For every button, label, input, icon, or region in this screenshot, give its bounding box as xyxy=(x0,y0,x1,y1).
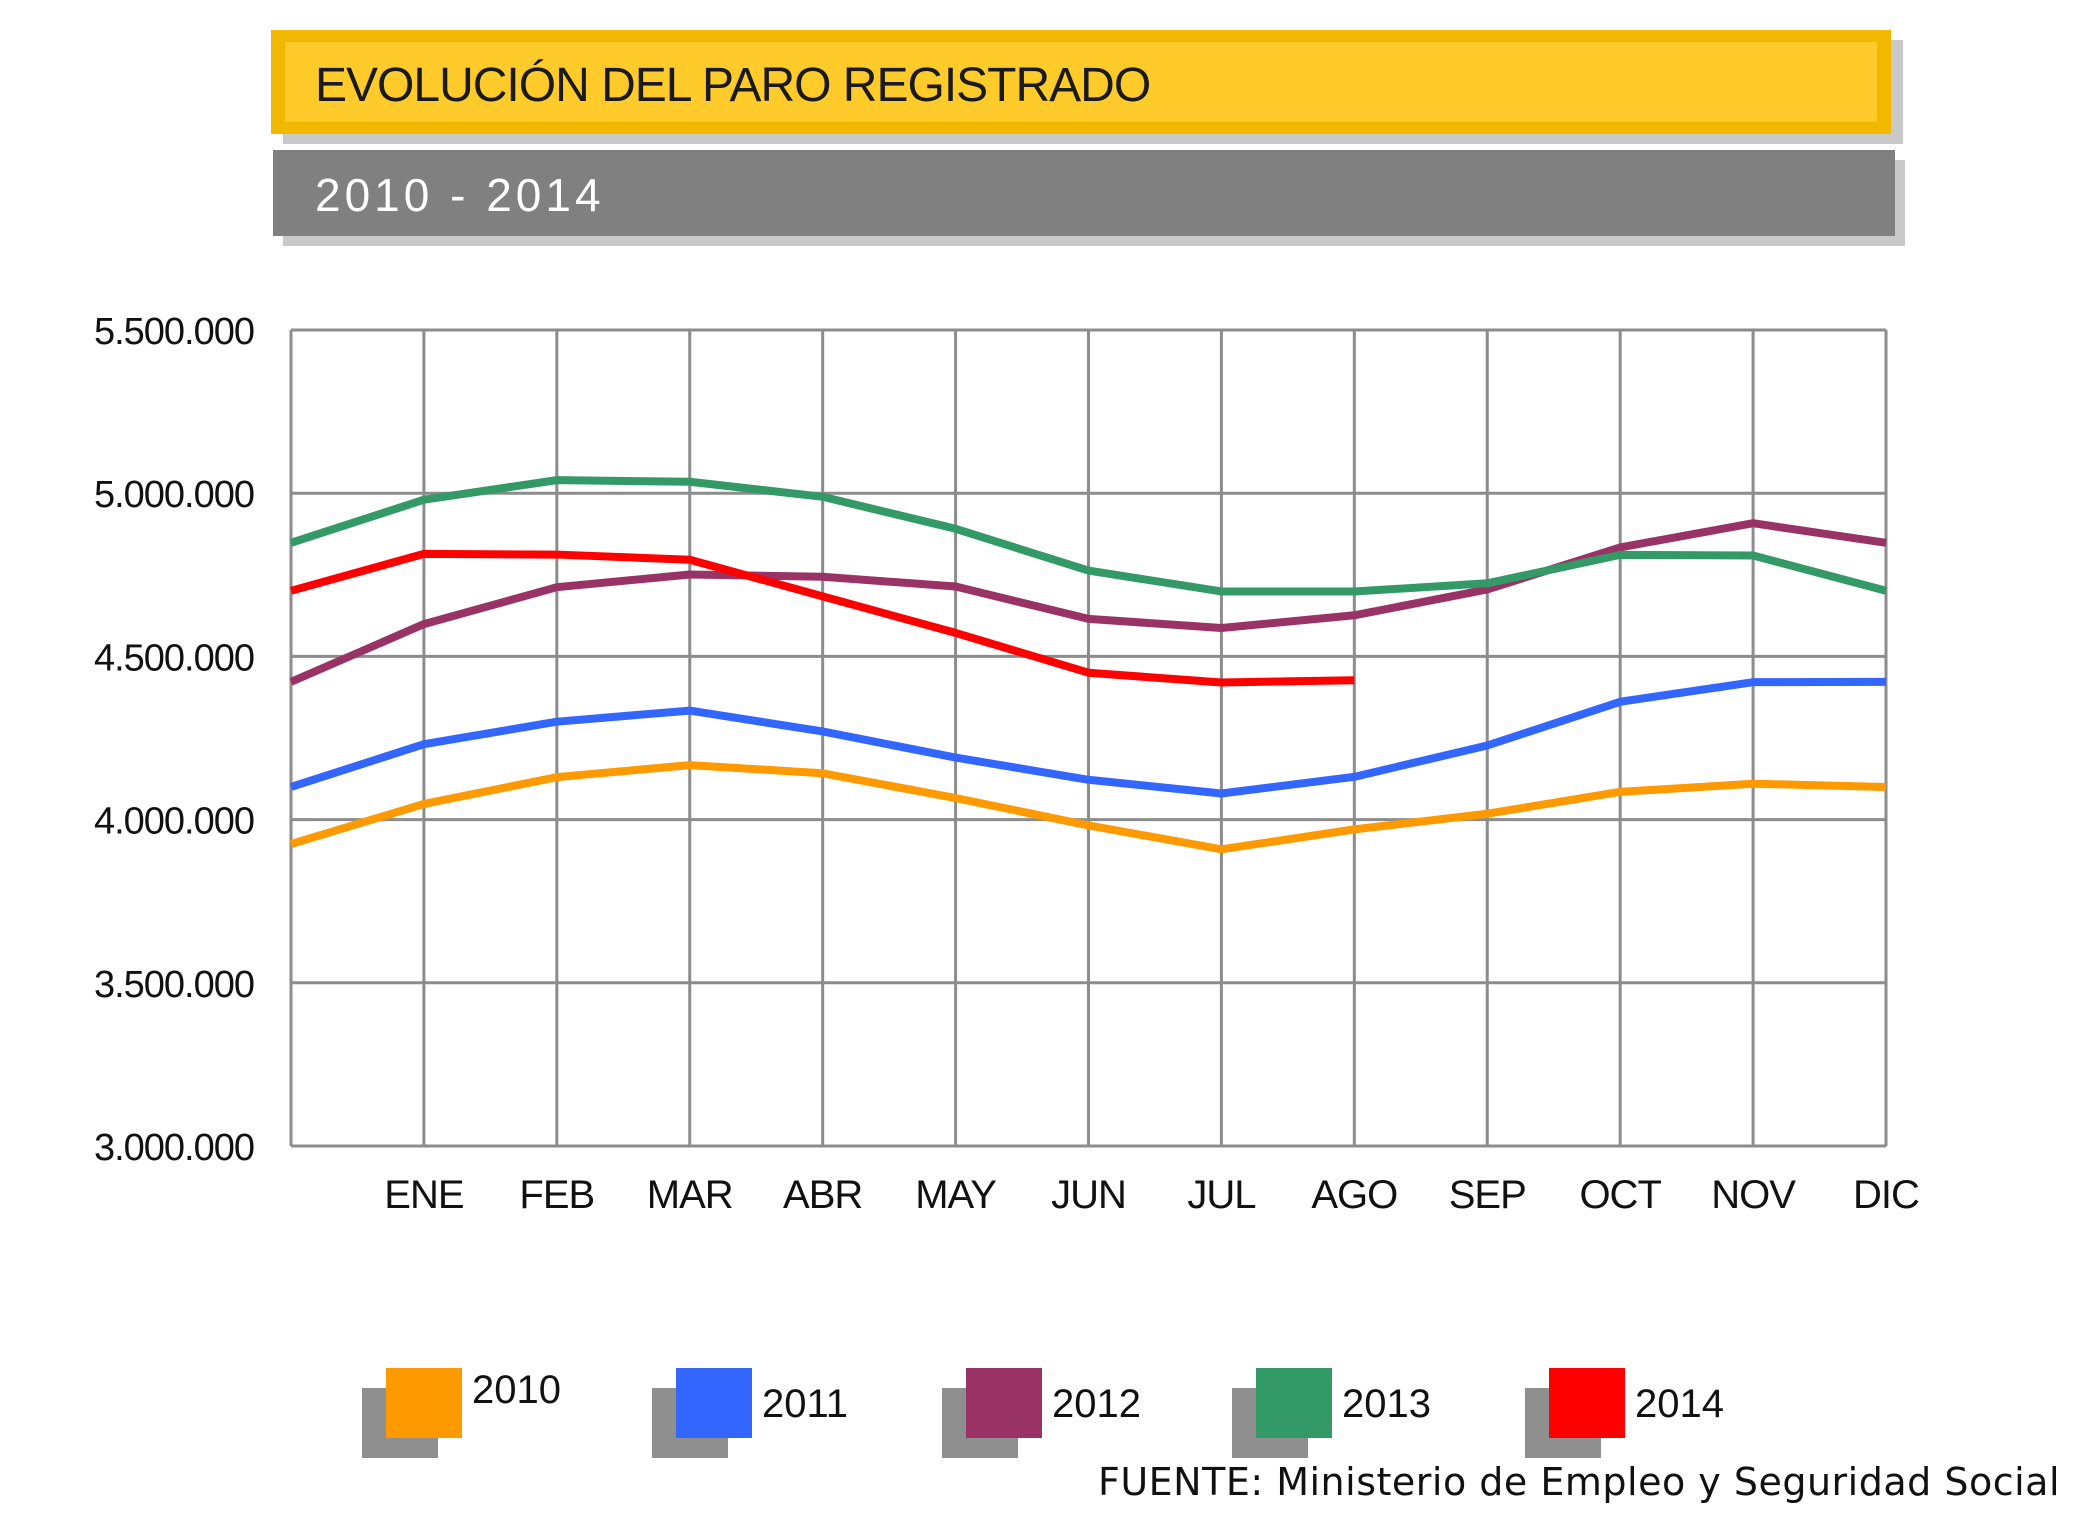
legend-swatch xyxy=(1549,1368,1625,1438)
x-tick-label: ENE xyxy=(384,1173,463,1217)
legend-label: 2014 xyxy=(1635,1382,1724,1426)
line-chart: 3.000.000 3.500.000 4.000.000 4.500.000 5.00… xyxy=(94,311,1920,1217)
legend-item-2011: 2011 xyxy=(652,1368,872,1478)
legend-swatch xyxy=(1256,1368,1332,1438)
series-line-2012 xyxy=(289,519,1887,686)
chart-subtitle: 2010 - 2014 xyxy=(315,169,605,221)
x-tick-label: ABR xyxy=(783,1173,862,1217)
y-tick-label: 4.000.000 xyxy=(94,801,254,843)
legend-swatch xyxy=(966,1368,1042,1438)
title-banner-inner xyxy=(285,42,1877,122)
series-line-2014 xyxy=(289,549,1355,687)
title-banner: EVOLUCIÓN DEL PARO REGISTRADO xyxy=(271,30,1891,134)
x-tick-label: JUN xyxy=(1051,1173,1126,1217)
x-tick-label: MAR xyxy=(647,1173,733,1217)
y-tick-label: 4.500.000 xyxy=(94,637,254,679)
x-tick-label: SEP xyxy=(1449,1173,1526,1217)
legend-item-2010: 2010 xyxy=(362,1368,582,1478)
legend-swatch xyxy=(386,1368,462,1438)
legend-swatch xyxy=(676,1368,752,1438)
series-lines xyxy=(289,476,1888,854)
legend-label: 2012 xyxy=(1052,1382,1141,1426)
legend-item-2014: 2014 xyxy=(1525,1368,1745,1478)
chart-title: EVOLUCIÓN DEL PARO REGISTRADO xyxy=(315,59,1151,112)
x-tick-label: NOV xyxy=(1711,1173,1796,1217)
x-tick-label: AGO xyxy=(1311,1173,1397,1217)
legend-label: 2013 xyxy=(1342,1382,1431,1426)
source-note: FUENTE: Ministerio de Empleo y Seguridad… xyxy=(1098,1460,2060,1504)
y-tick-label: 3.000.000 xyxy=(94,1127,254,1169)
chart-grid xyxy=(289,328,1888,1148)
y-tick-label: 5.500.000 xyxy=(94,311,254,353)
x-tick-label: DIC xyxy=(1853,1173,1919,1217)
x-tick-label: JUL xyxy=(1187,1173,1255,1217)
series-line-2011 xyxy=(289,677,1887,798)
x-tick-label: OCT xyxy=(1579,1173,1661,1217)
series-line-2013 xyxy=(289,476,1888,596)
legend-item-2012: 2012 xyxy=(942,1368,1162,1478)
y-axis-ticks: 3.000.000 3.500.000 4.000.000 4.500.000 5.00… xyxy=(94,311,255,1169)
y-tick-label: 5.000.000 xyxy=(94,474,254,516)
series-line-2010 xyxy=(289,761,1887,854)
y-tick-label: 3.500.000 xyxy=(94,964,254,1006)
x-axis-ticks: ENE FEB MAR ABR MAY JUN JUL AGO SEP OCT NOV DIC xyxy=(384,1173,1920,1217)
legend-item-2013: 2013 xyxy=(1232,1368,1452,1478)
x-tick-label: FEB xyxy=(519,1173,594,1217)
legend-label: 2011 xyxy=(762,1382,849,1426)
subtitle-banner: 2010 - 2014 xyxy=(273,150,1895,236)
legend-label: 2010 xyxy=(472,1368,561,1412)
x-tick-label: MAY xyxy=(915,1173,996,1217)
